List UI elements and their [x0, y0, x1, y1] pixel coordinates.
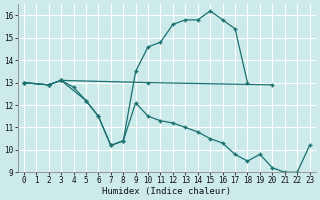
- X-axis label: Humidex (Indice chaleur): Humidex (Indice chaleur): [102, 187, 231, 196]
